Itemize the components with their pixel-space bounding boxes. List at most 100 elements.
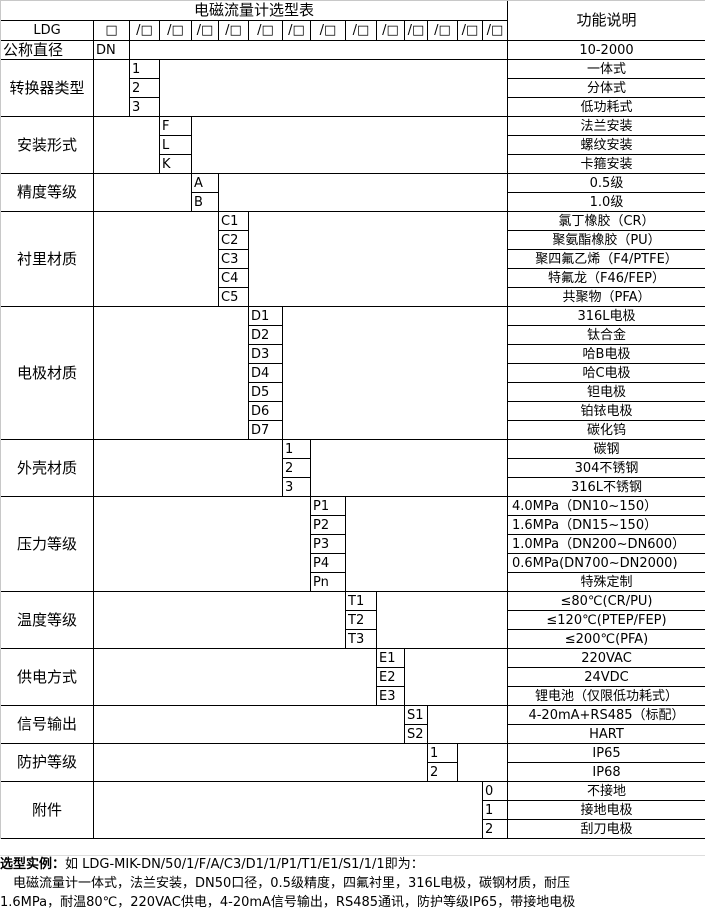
option-desc: 1.6MPa（DN15~150） bbox=[508, 516, 705, 535]
blank-cell bbox=[311, 440, 508, 497]
blank-cell bbox=[94, 174, 192, 212]
option-desc: 共聚物（PFA） bbox=[508, 288, 705, 307]
option-code: B bbox=[192, 193, 219, 212]
blank-cell bbox=[346, 497, 508, 592]
nominal-diameter-code: DN bbox=[94, 41, 130, 60]
option-desc: 一体式 bbox=[508, 60, 705, 79]
option-code: D3 bbox=[249, 345, 283, 364]
model-slot: /□ bbox=[249, 21, 283, 41]
option-code: P4 bbox=[311, 554, 346, 573]
option-desc: HART bbox=[508, 725, 705, 744]
blank-cell bbox=[94, 782, 483, 839]
option-desc: 聚氨酯橡胶（PU） bbox=[508, 231, 705, 250]
blank-cell bbox=[94, 117, 160, 174]
option-code: Pn bbox=[311, 573, 346, 592]
group-label: 外壳材质 bbox=[1, 440, 94, 497]
model-slot: /□ bbox=[192, 21, 219, 41]
blank-cell bbox=[94, 706, 405, 744]
option-desc: 铂铱电极 bbox=[508, 402, 705, 421]
option-desc: 碳钢 bbox=[508, 440, 705, 459]
example-line-2: 电磁流量计一体式，法兰安装，DN50口径，0.5级精度，四氟衬里，316L电极，… bbox=[0, 876, 571, 891]
option-code: E1 bbox=[377, 649, 405, 668]
option-desc: 低功耗式 bbox=[508, 98, 705, 117]
option-desc: 卡箍安装 bbox=[508, 155, 705, 174]
blank-cell bbox=[160, 60, 508, 117]
example-line-1: 选型实例：如 LDG-MIK-DN/50/1/F/A/C3/D1/1/P1/T1… bbox=[0, 855, 705, 874]
option-desc: 钛合金 bbox=[508, 326, 705, 345]
blank-cell bbox=[130, 41, 508, 60]
option-desc: IP65 bbox=[508, 744, 705, 763]
function-header: 功能说明 bbox=[508, 1, 705, 41]
option-code: D2 bbox=[249, 326, 283, 345]
option-code: D6 bbox=[249, 402, 283, 421]
option-code: D4 bbox=[249, 364, 283, 383]
option-desc: 0.5级 bbox=[508, 174, 705, 193]
option-code: 3 bbox=[283, 478, 311, 497]
option-desc: 法兰安装 bbox=[508, 117, 705, 136]
option-code: T2 bbox=[346, 611, 377, 630]
model-slot: /□ bbox=[130, 21, 160, 41]
option-desc: ≤120℃(PTEP/FEP) bbox=[508, 611, 705, 630]
option-code: C3 bbox=[219, 250, 249, 269]
group-label: 安装形式 bbox=[1, 117, 94, 174]
option-code: T3 bbox=[346, 630, 377, 649]
option-desc: 螺纹安装 bbox=[508, 136, 705, 155]
blank-cell bbox=[94, 440, 283, 497]
option-code: 1 bbox=[428, 744, 458, 763]
option-code: P2 bbox=[311, 516, 346, 535]
option-code: 1 bbox=[483, 801, 508, 820]
option-desc: 220VAC bbox=[508, 649, 705, 668]
example-line-3: 1.6MPa，耐温80℃，220VAC供电，4-20mA信号输出，RS485通讯… bbox=[0, 895, 576, 910]
option-desc: 316L不锈钢 bbox=[508, 478, 705, 497]
model-slot: /□ bbox=[160, 21, 192, 41]
table-title: 电磁流量计选型表 bbox=[1, 1, 508, 21]
group-label: 信号输出 bbox=[1, 706, 94, 744]
option-desc: 碳化钨 bbox=[508, 421, 705, 440]
blank-cell bbox=[94, 649, 377, 706]
group-label: 防护等级 bbox=[1, 744, 94, 782]
blank-cell bbox=[94, 744, 428, 782]
option-desc: 24VDC bbox=[508, 668, 705, 687]
group-label: 附件 bbox=[1, 782, 94, 839]
option-desc: ≤80℃(CR/PU) bbox=[508, 592, 705, 611]
option-desc: 接地电极 bbox=[508, 801, 705, 820]
option-code: K bbox=[160, 155, 192, 174]
option-code: S2 bbox=[405, 725, 428, 744]
option-desc: IP68 bbox=[508, 763, 705, 782]
option-code: 1 bbox=[283, 440, 311, 459]
option-code: 2 bbox=[283, 459, 311, 478]
option-code: A bbox=[192, 174, 219, 193]
model-slot: /□ bbox=[377, 21, 405, 41]
group-label: 衬里材质 bbox=[1, 212, 94, 307]
option-desc: 刮刀电极 bbox=[508, 820, 705, 839]
blank-cell bbox=[94, 60, 130, 117]
option-desc: 特氟龙（F46/FEP） bbox=[508, 269, 705, 288]
option-desc: 钽电极 bbox=[508, 383, 705, 402]
option-code: C4 bbox=[219, 269, 249, 288]
option-desc: 聚四氟乙烯（F4/PTFE） bbox=[508, 250, 705, 269]
option-code: 3 bbox=[130, 98, 160, 117]
model-slot: /□ bbox=[405, 21, 428, 41]
option-code: D7 bbox=[249, 421, 283, 440]
model-slot: /□ bbox=[283, 21, 311, 41]
option-code: P3 bbox=[311, 535, 346, 554]
option-desc: 哈C电极 bbox=[508, 364, 705, 383]
option-desc: 316L电极 bbox=[508, 307, 705, 326]
blank-cell bbox=[249, 212, 508, 307]
blank-cell bbox=[94, 212, 219, 307]
option-code: T1 bbox=[346, 592, 377, 611]
blank-cell bbox=[94, 497, 311, 592]
option-code: 1 bbox=[130, 60, 160, 79]
blank-cell bbox=[377, 592, 508, 649]
option-desc: 哈B电极 bbox=[508, 345, 705, 364]
option-code: 2 bbox=[130, 79, 160, 98]
option-desc: 分体式 bbox=[508, 79, 705, 98]
option-desc: 特殊定制 bbox=[508, 573, 705, 592]
model-slot: /□ bbox=[483, 21, 508, 41]
option-desc: 1.0级 bbox=[508, 193, 705, 212]
option-code: D1 bbox=[249, 307, 283, 326]
option-desc: 0.6MPa(DN700~DN2000) bbox=[508, 554, 705, 573]
option-desc: 不接地 bbox=[508, 782, 705, 801]
option-desc: 锂电池（仅限低功耗式） bbox=[508, 687, 705, 706]
model-slot: □ bbox=[94, 21, 130, 41]
